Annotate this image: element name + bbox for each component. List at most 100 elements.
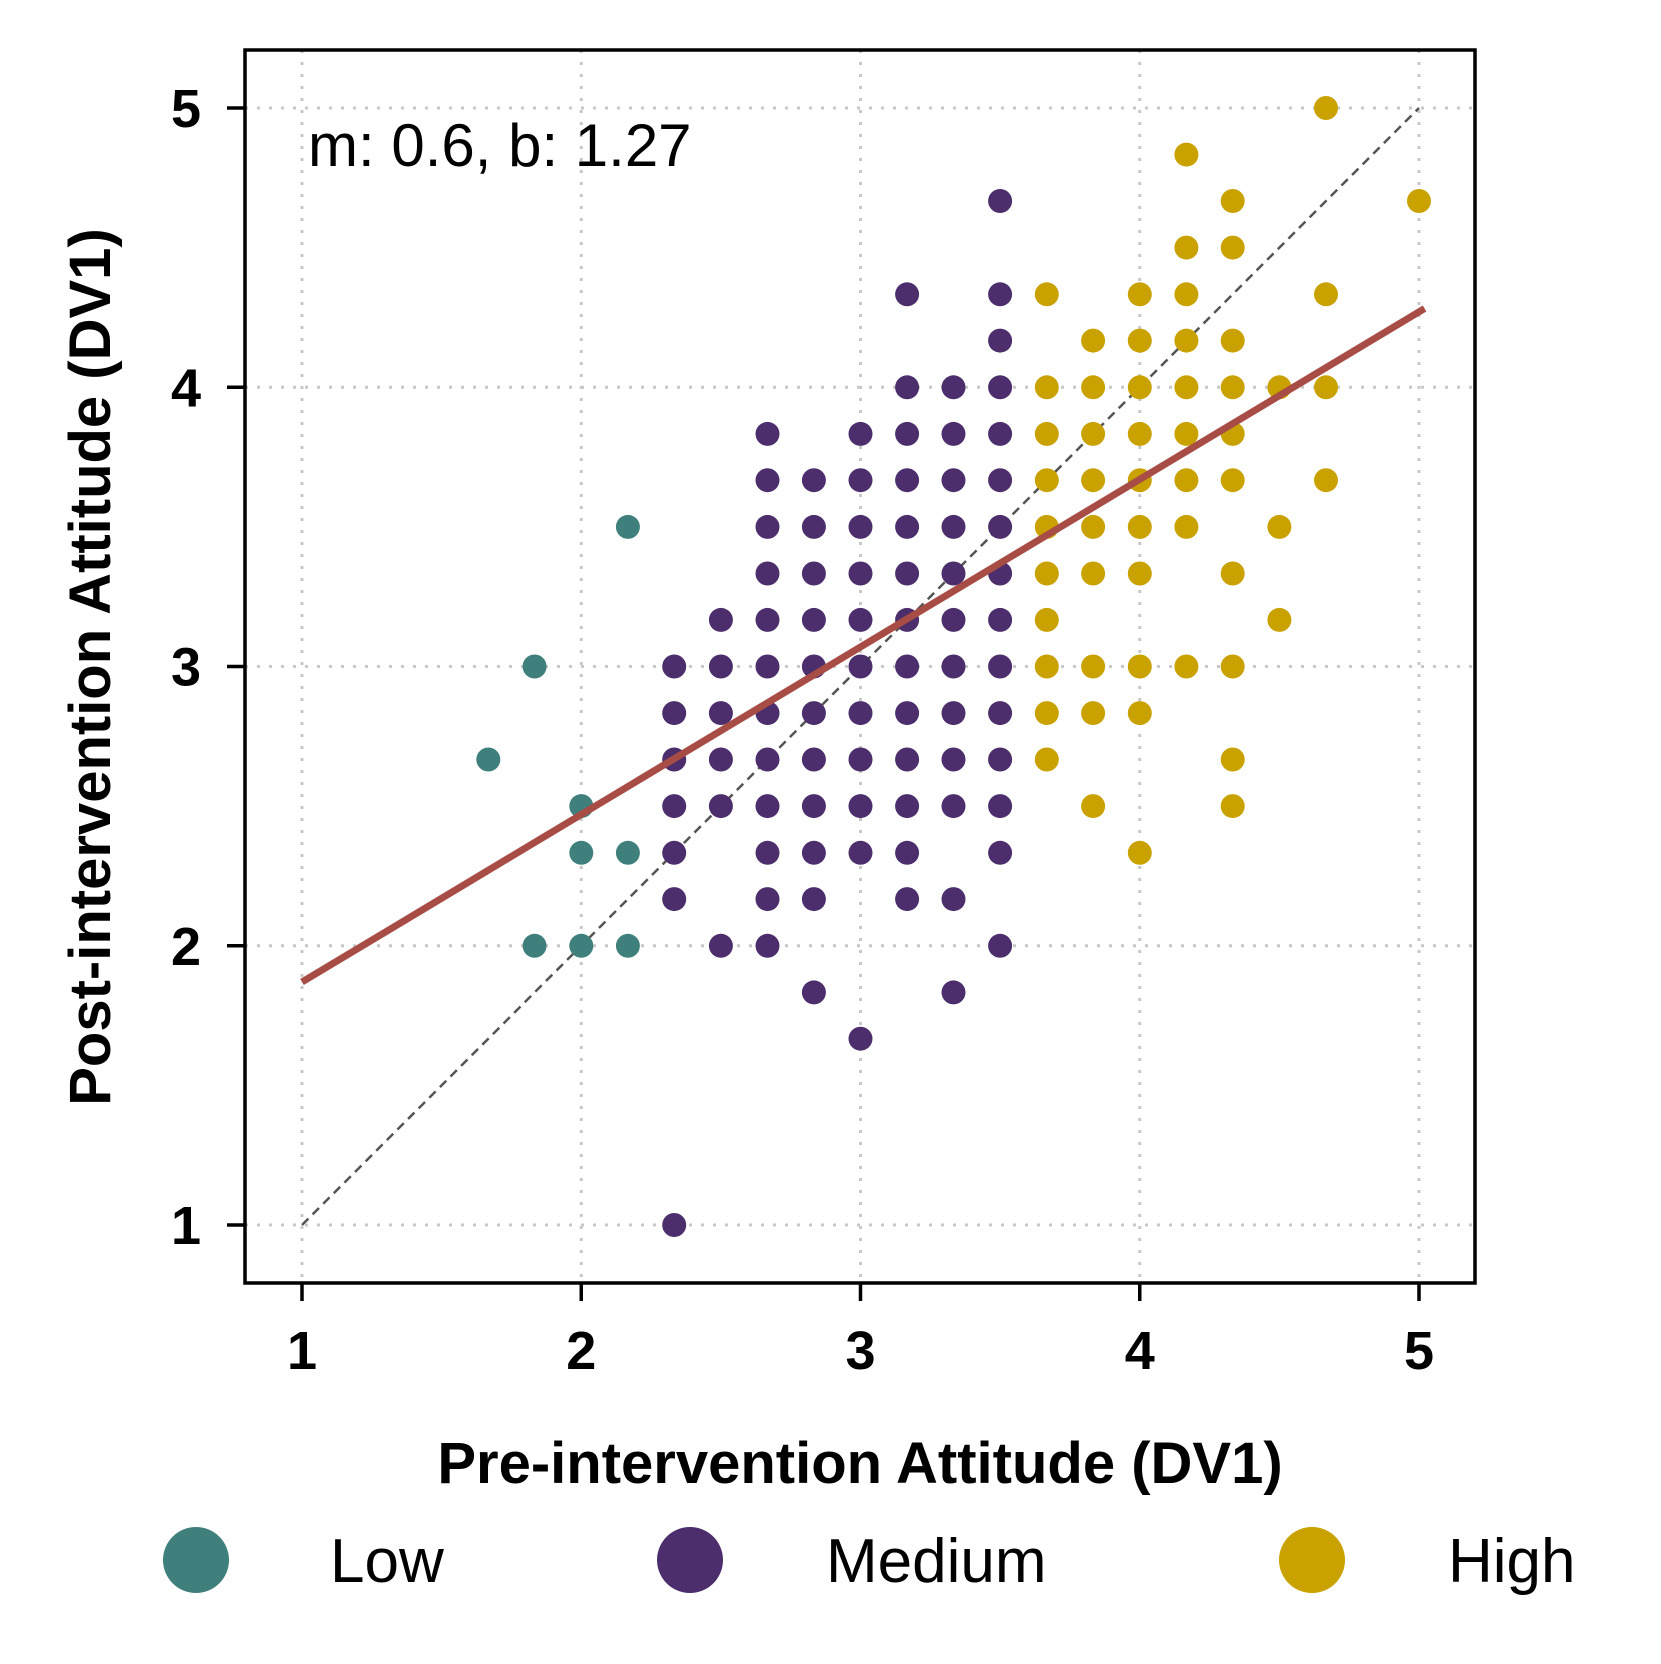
point-medium-23 bbox=[755, 887, 780, 912]
point-medium-39 bbox=[848, 561, 873, 586]
scatter-points bbox=[476, 96, 1431, 1237]
point-medium-41 bbox=[848, 654, 873, 679]
point-medium-44 bbox=[848, 794, 873, 819]
point-medium-61 bbox=[941, 421, 966, 446]
point-high-1 bbox=[1034, 375, 1059, 400]
y-axis-label: Post-intervention Attitude (DV1) bbox=[58, 228, 123, 1106]
point-medium-78 bbox=[988, 514, 1013, 539]
point-medium-3 bbox=[662, 794, 687, 819]
point-low-2 bbox=[522, 933, 547, 958]
point-medium-73 bbox=[988, 282, 1013, 307]
point-medium-25 bbox=[801, 468, 826, 493]
point-high-37 bbox=[1174, 654, 1199, 679]
point-high-20 bbox=[1127, 328, 1152, 353]
point-medium-54 bbox=[895, 654, 920, 679]
point-high-40 bbox=[1220, 328, 1245, 353]
point-medium-49 bbox=[895, 421, 920, 446]
point-high-30 bbox=[1174, 235, 1199, 260]
point-high-2 bbox=[1034, 421, 1059, 446]
point-high-32 bbox=[1174, 328, 1199, 353]
point-low-8 bbox=[615, 933, 640, 958]
point-high-28 bbox=[1127, 840, 1152, 865]
point-high-21 bbox=[1127, 375, 1152, 400]
point-medium-26 bbox=[801, 514, 826, 539]
y-tick-label-3: 3 bbox=[171, 638, 201, 698]
point-medium-77 bbox=[988, 468, 1013, 493]
point-high-11 bbox=[1081, 375, 1106, 400]
legend-label-medium: Medium bbox=[826, 1527, 1047, 1596]
legend-item-low: Low bbox=[163, 1527, 444, 1596]
point-low-5 bbox=[569, 933, 594, 958]
point-medium-47 bbox=[895, 282, 920, 307]
point-medium-35 bbox=[801, 980, 826, 1005]
point-high-3 bbox=[1034, 468, 1059, 493]
point-high-39 bbox=[1220, 235, 1245, 260]
point-medium-63 bbox=[941, 514, 966, 539]
point-medium-75 bbox=[988, 375, 1013, 400]
point-high-47 bbox=[1220, 794, 1245, 819]
point-medium-46 bbox=[848, 1026, 873, 1051]
point-high-24 bbox=[1127, 514, 1152, 539]
point-medium-31 bbox=[801, 747, 826, 772]
point-high-16 bbox=[1081, 654, 1106, 679]
point-medium-38 bbox=[848, 514, 873, 539]
point-medium-74 bbox=[988, 328, 1013, 353]
point-high-15 bbox=[1081, 561, 1106, 586]
point-high-5 bbox=[1034, 561, 1059, 586]
point-low-0 bbox=[476, 747, 501, 772]
x-tick-label-2: 2 bbox=[566, 1321, 596, 1381]
point-medium-15 bbox=[755, 514, 780, 539]
point-medium-81 bbox=[988, 654, 1013, 679]
point-medium-17 bbox=[755, 607, 780, 632]
point-high-36 bbox=[1174, 514, 1199, 539]
point-medium-5 bbox=[662, 887, 687, 912]
point-medium-80 bbox=[988, 607, 1013, 632]
point-high-10 bbox=[1081, 328, 1106, 353]
point-high-22 bbox=[1127, 421, 1152, 446]
point-medium-9 bbox=[708, 701, 733, 726]
legend-label-high: High bbox=[1448, 1527, 1576, 1596]
point-medium-37 bbox=[848, 468, 873, 493]
x-tick-label-4: 4 bbox=[1125, 1321, 1155, 1381]
point-high-44 bbox=[1220, 561, 1245, 586]
point-high-26 bbox=[1127, 654, 1152, 679]
point-high-29 bbox=[1174, 142, 1199, 167]
y-tick-label-4: 4 bbox=[171, 358, 201, 418]
point-medium-85 bbox=[988, 840, 1013, 865]
point-high-46 bbox=[1220, 747, 1245, 772]
point-medium-67 bbox=[941, 701, 966, 726]
point-medium-13 bbox=[755, 421, 780, 446]
point-medium-64 bbox=[941, 561, 966, 586]
point-high-0 bbox=[1034, 282, 1059, 307]
point-medium-24 bbox=[755, 933, 780, 958]
point-medium-76 bbox=[988, 421, 1013, 446]
legend-marker-high bbox=[1279, 1527, 1345, 1593]
legend-marker-low bbox=[163, 1527, 229, 1593]
point-medium-43 bbox=[848, 747, 873, 772]
y-tick-label-2: 2 bbox=[171, 917, 201, 977]
legend-marker-medium bbox=[657, 1527, 723, 1593]
point-high-14 bbox=[1081, 514, 1106, 539]
point-medium-66 bbox=[941, 654, 966, 679]
point-high-13 bbox=[1081, 468, 1106, 493]
point-high-12 bbox=[1081, 421, 1106, 446]
point-medium-30 bbox=[801, 701, 826, 726]
point-medium-11 bbox=[708, 794, 733, 819]
point-medium-69 bbox=[941, 794, 966, 819]
point-low-7 bbox=[615, 840, 640, 865]
point-high-33 bbox=[1174, 375, 1199, 400]
point-medium-52 bbox=[895, 561, 920, 586]
point-medium-40 bbox=[848, 607, 873, 632]
legend-item-high: High bbox=[1279, 1527, 1576, 1596]
point-high-49 bbox=[1267, 514, 1292, 539]
point-medium-21 bbox=[755, 794, 780, 819]
point-high-9 bbox=[1034, 747, 1059, 772]
point-low-1 bbox=[522, 654, 547, 679]
point-high-38 bbox=[1220, 189, 1245, 213]
point-high-25 bbox=[1127, 561, 1152, 586]
x-tick-label-5: 5 bbox=[1404, 1321, 1434, 1381]
point-high-43 bbox=[1220, 468, 1245, 493]
point-medium-57 bbox=[895, 794, 920, 819]
point-medium-33 bbox=[801, 840, 826, 865]
